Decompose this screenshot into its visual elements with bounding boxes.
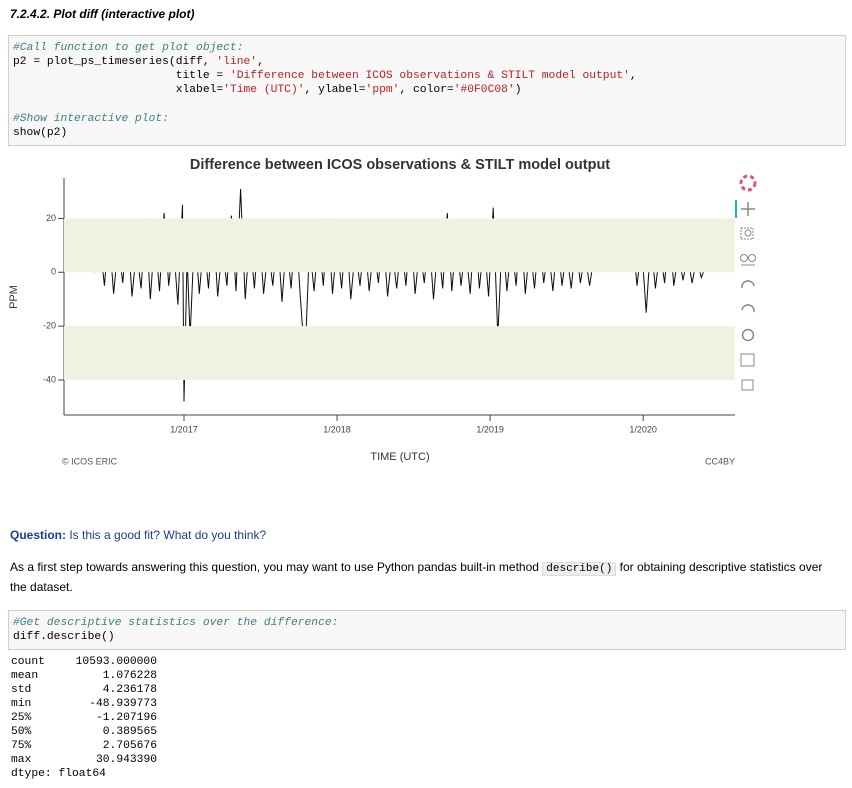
stat-value: -1.207196 <box>95 712 157 724</box>
output-row: std 4.236178 <box>11 683 157 697</box>
output-row: mean 1.076228 <box>11 669 157 683</box>
code-line: #Show interactive plot: <box>13 112 841 126</box>
save-tool[interactable] <box>740 353 755 367</box>
section-heading: 7.2.4.2. Plot diff (interactive plot) <box>10 7 195 21</box>
attribution: CC4BY <box>705 456 735 466</box>
output-row: 50% 0.389565 <box>11 725 157 739</box>
code-token: diff.describe() <box>13 631 115 643</box>
code-token: , color= <box>399 84 454 96</box>
output-row: max 30.943390 <box>11 753 157 767</box>
code-block: #Show interactive plot: show(p2) <box>13 112 841 140</box>
code-line: p2 = plot_ps_timeseries(diff, 'line', <box>13 55 841 69</box>
code-token: , ylabel= <box>304 84 366 96</box>
stat-name: count <box>11 656 45 668</box>
code-token: , <box>629 70 637 82</box>
wheel-zoom-tool[interactable] <box>740 254 756 266</box>
band <box>64 218 735 273</box>
code-token: p2 = plot_ps_timeseries(diff, <box>13 56 217 68</box>
paragraph-text: As a first step towards answering this q… <box>10 560 543 574</box>
bokeh-logo[interactable] <box>739 174 757 192</box>
paragraph-text: for obtaining descriptive statistics ove… <box>10 560 826 594</box>
code-token: 'ppm' <box>365 84 400 96</box>
code-token: 'Difference between ICOS observations & … <box>229 70 630 82</box>
stat-name: 50% <box>11 726 32 738</box>
code-line: diff.describe() <box>13 630 841 644</box>
stat-value: 10593.000000 <box>75 656 157 668</box>
output-row: min -48.939773 <box>11 697 157 711</box>
x-tick-label: 1/2019 <box>476 424 504 434</box>
code-line: #Call function to get plot object: <box>13 41 841 55</box>
stat-name: mean <box>11 670 39 682</box>
stat-value: -48.939773 <box>89 698 157 710</box>
pan-tool[interactable] <box>741 202 755 216</box>
code-token: 'Time (UTC)' <box>223 84 305 96</box>
code-token: 'line' <box>216 56 258 68</box>
stat-value: 1.076228 <box>102 670 157 682</box>
inline-code: describe() <box>542 562 617 576</box>
code-token: '#0F0C08' <box>453 84 515 96</box>
redo-tool[interactable] <box>741 304 755 313</box>
attribution: © ICOS ERIC <box>62 456 118 466</box>
question-text: Is this a good fit? What do you think? <box>66 528 267 542</box>
x-tick-label: 1/2018 <box>323 424 351 434</box>
x-tick-label: 1/2017 <box>170 424 198 434</box>
hover-tool[interactable] <box>741 379 754 391</box>
code-block: #Get descriptive statistics over the dif… <box>13 616 841 644</box>
reset-tool[interactable] <box>741 328 755 342</box>
code-cell[interactable]: #Get descriptive statistics over the dif… <box>8 610 846 650</box>
stat-name: max <box>11 754 32 766</box>
dtype-line: dtype: float64 <box>11 768 106 780</box>
stat-name: 25% <box>11 712 32 724</box>
stat-name: std <box>11 684 32 696</box>
code-token: ) <box>514 84 522 96</box>
x-axis-label: TIME (UTC) <box>370 451 429 463</box>
toolbar <box>735 174 757 391</box>
code-block: #Call function to get plot object: p2 = p… <box>13 41 841 97</box>
code-line: xlabel='Time (UTC)', ylabel='ppm', color… <box>13 83 841 97</box>
code-line: #Get descriptive statistics over the dif… <box>13 616 841 630</box>
cell-output: count 10593.000000 mean 1.076228 std 4.236178… <box>11 655 157 781</box>
y-axis-label: PPM <box>8 285 20 309</box>
question-label: Question: <box>10 528 66 542</box>
paragraph: As a first step towards answering this q… <box>10 558 835 596</box>
output-row: 75% 2.705676 <box>11 739 157 753</box>
stat-value: 30.943390 <box>95 754 157 766</box>
chart-title: Difference between ICOS observations & S… <box>190 157 610 173</box>
chart: 1/2020 1/2019 1/2018 1/2017 20 0 -20 -40 Differe… <box>8 157 757 466</box>
output-row: 25% -1.207196 <box>11 711 157 725</box>
question: Question: Is this a good fit? What do yo… <box>10 526 266 544</box>
undo-tool[interactable] <box>741 280 755 289</box>
code-token: #Show interactive plot: <box>13 113 169 125</box>
y-tick-label: 20 <box>46 213 56 223</box>
band <box>64 326 735 380</box>
y-tick-label: -40 <box>43 374 56 384</box>
code-cell[interactable]: #Call function to get plot object: p2 = p… <box>8 35 846 146</box>
stat-value: 2.705676 <box>102 740 157 752</box>
code-line: show(p2) <box>13 126 841 140</box>
stat-value: 0.389565 <box>102 726 157 738</box>
code-token: #Get descriptive statistics over the dif… <box>13 617 339 629</box>
box-zoom-tool[interactable] <box>740 227 754 240</box>
code-token: title = <box>13 70 230 82</box>
code-token: #Call function to get plot object: <box>13 42 244 54</box>
code-token: , <box>257 56 264 68</box>
code-token: xlabel= <box>13 84 224 96</box>
y-tick-label: 0 <box>51 267 56 277</box>
output-row: count 10593.000000 <box>11 655 157 669</box>
y-tick-label: -20 <box>43 321 56 331</box>
code-line: title = 'Difference between ICOS observa… <box>13 69 841 83</box>
code-token: show(p2) <box>13 127 68 139</box>
x-tick-label: 1/2020 <box>629 424 657 434</box>
stat-name: 75% <box>11 740 32 752</box>
stat-name: min <box>11 698 32 710</box>
stat-value: 4.236178 <box>102 684 157 696</box>
